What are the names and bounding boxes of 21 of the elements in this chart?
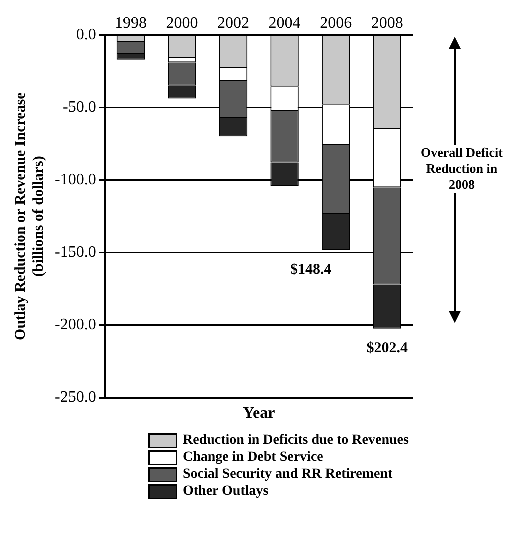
legend-label: Social Security and RR Retirement [183,466,393,483]
x-axis-title: Year [243,405,276,422]
legend-label: Other Outlays [183,483,269,500]
x-tick-label: 1998 [114,14,147,32]
x-tick-label: 2008 [371,14,404,32]
y-tick-label: 0.0 [76,26,96,44]
y-axis-title: Outlay Reduction or Revenue Increase (billions of dollars) [12,92,47,340]
annotation: $148.4 [290,262,332,278]
x-tick-label: 2006 [320,14,352,32]
text: Overall Deficit Reduction in 2008 [414,145,510,194]
legend-label: Reduction in Deficits due to Revenues [183,432,409,449]
y-tick-label: -50.0 [63,98,96,116]
legend-label: Change in Debt Service [183,449,324,466]
y-tick-label: -100.0 [55,172,96,189]
annotation: $202.4 [366,340,408,356]
y-tick-label: -250.0 [55,389,96,406]
y-tick-label: -200.0 [55,316,96,334]
y-tick-label: -150.0 [55,244,96,262]
x-tick-label: 2002 [218,14,250,32]
x-tick-label: 2004 [268,14,301,32]
x-tick-label: 2000 [166,14,198,32]
